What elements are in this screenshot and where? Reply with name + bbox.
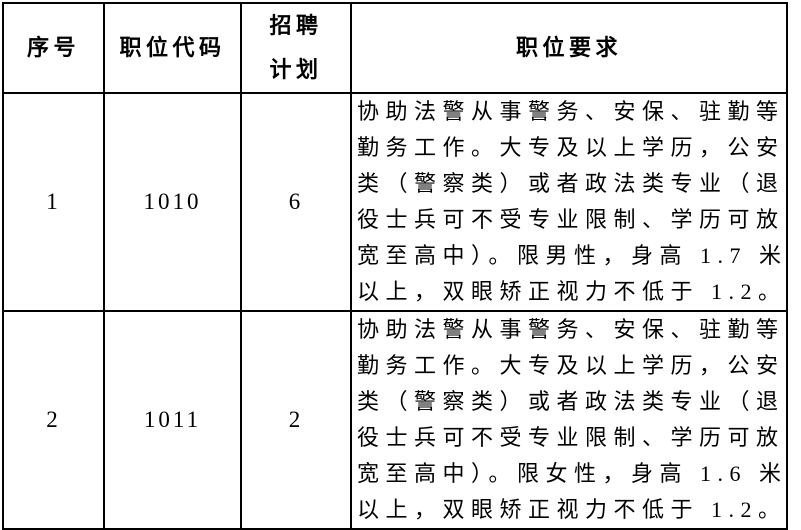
cell-position-code: 1010 — [103, 92, 242, 312]
header-position-code: 职位代码 — [103, 2, 242, 94]
cell-position-requirements: 协助法警从事警务、安保、驻勤等 勤务工作。大专及以上学历，公安 类（警察类）或者… — [350, 92, 788, 312]
cell-recruitment-plan: 2 — [240, 310, 352, 530]
cell-position-requirements: 协助法警从事警务、安保、驻勤等 勤务工作。大专及以上学历，公安 类（警察类）或者… — [350, 310, 788, 530]
cell-position-code: 1011 — [103, 310, 242, 530]
cell-recruitment-plan: 6 — [240, 92, 352, 312]
cell-serial-number: 2 — [2, 310, 105, 530]
table-row: 1 1010 6 协助法警从事警务、安保、驻勤等 勤务工作。大专及以上学历，公安… — [2, 92, 788, 312]
table-header-row: 序号 职位代码 招聘 计划 职位要求 — [2, 2, 788, 94]
header-position-requirements: 职位要求 — [350, 2, 788, 94]
header-serial-number: 序号 — [2, 2, 105, 94]
header-recruitment-plan: 招聘 计划 — [240, 2, 352, 94]
recruitment-table: 序号 职位代码 招聘 计划 职位要求 1 1010 6 协助法警从事警务、安保、… — [2, 2, 788, 530]
table-row: 2 1011 2 协助法警从事警务、安保、驻勤等 勤务工作。大专及以上学历，公安… — [2, 310, 788, 530]
cell-serial-number: 1 — [2, 92, 105, 312]
